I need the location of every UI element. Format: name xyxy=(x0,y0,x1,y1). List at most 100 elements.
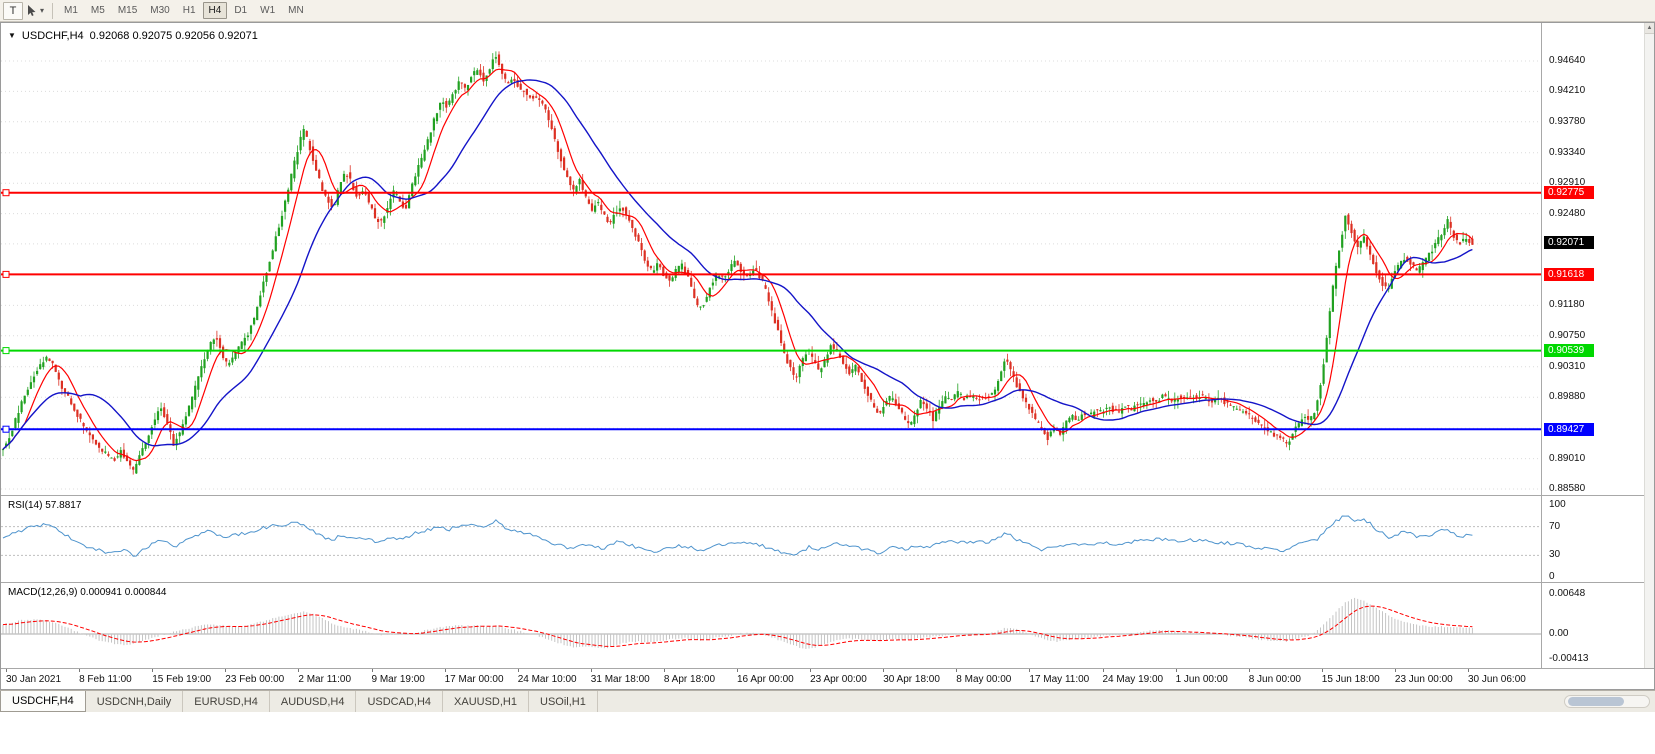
chart-tabs: USDCHF,H4 USDCNH,Daily EURUSD,H4 AUDUSD,H4 U… xyxy=(0,691,598,712)
scroll-up-icon[interactable]: ▲ xyxy=(1645,23,1654,34)
price-line-tag-0.89427: 0.89427 xyxy=(1544,422,1594,436)
cursor-icon xyxy=(28,4,36,16)
line-anchor-0.92775[interactable] xyxy=(2,189,10,197)
time-axis-tick xyxy=(6,669,7,672)
price-axis-label: 0.92910 xyxy=(1549,177,1586,189)
timeframe-group: M1 M5 M15 M30 H1 H4 D1 W1 MN xyxy=(58,2,310,19)
top-toolbar: T ▾ M1 M5 M15 M30 H1 H4 D1 W1 MN xyxy=(0,0,1655,22)
timeframe-button-d1[interactable]: D1 xyxy=(234,5,248,16)
price-axis[interactable]: 0.94640 0.94210 0.93780 0.93340 0.92910 0.924… xyxy=(1542,23,1644,668)
chart-tab-audusd-h4[interactable]: AUDUSD,H4 xyxy=(270,691,357,712)
symbol-timeframe: USDCHF,H4 xyxy=(21,30,84,42)
vertical-scrollbar[interactable]: ▲ xyxy=(1644,23,1654,668)
toolbar-separator xyxy=(52,2,54,19)
ma-fast-line xyxy=(2,68,1473,462)
time-axis-label: 30 Apr 18:00 xyxy=(883,674,940,685)
time-axis-label: 30 Jun 06:00 xyxy=(1468,674,1526,685)
price-axis-label: 0.94640 xyxy=(1549,54,1586,66)
time-axis-tick xyxy=(225,669,227,672)
chart-tab-eurusd-h4[interactable]: EURUSD,H4 xyxy=(183,691,270,712)
tab-scrollbar[interactable] xyxy=(1564,691,1655,712)
line-anchor-0.89427[interactable] xyxy=(2,425,10,433)
time-axis-tick xyxy=(1175,669,1177,672)
timeframe-button-m15[interactable]: M15 xyxy=(117,5,138,16)
time-axis-label: 8 Jun 00:00 xyxy=(1248,674,1301,685)
timeframe-button-w1[interactable]: W1 xyxy=(260,5,276,16)
pane-resize-handle-macd[interactable] xyxy=(1,582,1654,583)
price-line-tag-0.92775: 0.92775 xyxy=(1544,186,1594,200)
price-axis-label: 0.90310 xyxy=(1549,360,1586,372)
rsi-axis-label: 30 xyxy=(1549,549,1561,561)
time-axis-label: 16 Apr 00:00 xyxy=(737,674,794,685)
price-line-tag-0.91618: 0.91618 xyxy=(1544,267,1594,281)
rsi-pane[interactable] xyxy=(1,497,1541,581)
macd-label: MACD(12,26,9) 0.000941 0.000844 xyxy=(8,587,167,598)
time-axis-tick xyxy=(956,669,958,672)
time-axis-tick xyxy=(737,669,738,672)
time-axis-tick xyxy=(371,669,373,672)
timeframe-button-h1[interactable]: H1 xyxy=(182,5,196,16)
time-axis[interactable]: 30 Jan 2021 8 Feb 11:00 15 Feb 19:00 23 Feb… xyxy=(1,669,1541,689)
timeframe-button-m5[interactable]: M5 xyxy=(90,5,105,16)
time-axis-label: 23 Feb 00:00 xyxy=(225,674,285,685)
one-click-trading-toggle-icon[interactable]: ▼ xyxy=(8,31,16,40)
macd-axis-label: 0.00648 xyxy=(1549,588,1586,599)
price-axis-label: 0.94210 xyxy=(1549,85,1586,97)
timeframe-button-h4[interactable]: H4 xyxy=(202,2,228,19)
chart-tab-usdchf-h4[interactable]: USDCHF,H4 xyxy=(0,691,86,712)
time-axis-tick xyxy=(1394,669,1396,672)
price-axis-label: 0.92480 xyxy=(1549,207,1586,219)
chart-tab-xauusd-h1[interactable]: XAUUSD,H1 xyxy=(443,691,529,712)
time-axis-tick xyxy=(517,669,519,672)
pane-resize-handle-rsi[interactable] xyxy=(1,495,1654,496)
time-axis-tick xyxy=(79,669,81,672)
time-axis-tick xyxy=(1468,669,1469,672)
price-axis-label: 0.93780 xyxy=(1549,115,1586,127)
time-axis-tick xyxy=(152,669,154,672)
time-axis-label: 15 Jun 18:00 xyxy=(1321,674,1380,685)
rsi-axis-label: 0 xyxy=(1549,571,1555,582)
time-axis-label: 30 Jan 2021 xyxy=(6,674,62,685)
tab-scrollbar-thumb[interactable] xyxy=(1568,697,1624,706)
macd-histogram xyxy=(2,597,1473,649)
price-chart-plot[interactable] xyxy=(1,23,1541,495)
ohlc-values: 0.92068 0.92075 0.92056 0.92071 xyxy=(89,30,258,42)
time-axis-tick xyxy=(1321,669,1323,672)
ma-slow-line xyxy=(2,79,1473,450)
time-axis-tick xyxy=(298,669,300,672)
time-axis-label: 2 Mar 11:00 xyxy=(298,674,352,685)
time-axis-label: 8 Apr 18:00 xyxy=(663,674,716,685)
chart-window: ▼ USDCHF,H4 0.92068 0.92075 0.92056 0.92… xyxy=(0,22,1655,690)
cursor-tool-button[interactable]: ▾ xyxy=(24,2,47,20)
t-button[interactable]: T xyxy=(3,1,23,20)
price-line-tag-0.90539: 0.90539 xyxy=(1544,344,1594,358)
chart-tab-usoil-h1[interactable]: USOil,H1 xyxy=(529,691,598,712)
macd-pane[interactable] xyxy=(1,584,1541,668)
price-axis-label: 0.90750 xyxy=(1549,329,1586,341)
chart-tab-usdcnh-daily[interactable]: USDCNH,Daily xyxy=(86,691,184,712)
tab-scrollbar-track[interactable] xyxy=(1564,695,1650,708)
time-axis-label: 24 Mar 10:00 xyxy=(517,674,577,685)
price-axis-label: 0.93340 xyxy=(1549,146,1586,158)
time-axis-label: 8 Feb 11:00 xyxy=(79,674,132,685)
last-price-tag: 0.92071 xyxy=(1544,235,1594,249)
time-axis-separator xyxy=(1,668,1654,669)
time-axis-label: 1 Jun 00:00 xyxy=(1175,674,1228,685)
price-axis-label: 0.91180 xyxy=(1549,299,1585,311)
time-axis-tick xyxy=(1029,669,1031,672)
line-anchor-0.90539[interactable] xyxy=(2,347,10,355)
time-axis-tick xyxy=(590,669,592,672)
time-axis-label: 23 Apr 00:00 xyxy=(810,674,867,685)
chart-tab-bar: USDCHF,H4 USDCNH,Daily EURUSD,H4 AUDUSD,H4 U… xyxy=(0,690,1655,712)
timeframe-button-m30[interactable]: M30 xyxy=(150,5,170,16)
time-axis-tick xyxy=(810,669,812,672)
chevron-down-icon: ▾ xyxy=(40,5,45,15)
chart-title: ▼ USDCHF,H4 0.92068 0.92075 0.92056 0.92… xyxy=(8,30,258,42)
line-anchor-0.91618[interactable] xyxy=(2,270,10,278)
timeframe-button-m1[interactable]: M1 xyxy=(64,5,78,16)
time-axis-label: 8 May 00:00 xyxy=(956,674,1012,685)
rsi-label: RSI(14) 57.8817 xyxy=(8,500,82,511)
timeframe-button-mn[interactable]: MN xyxy=(288,5,304,16)
time-axis-label: 23 Jun 00:00 xyxy=(1394,674,1453,685)
chart-tab-usdcad-h4[interactable]: USDCAD,H4 xyxy=(356,691,444,712)
